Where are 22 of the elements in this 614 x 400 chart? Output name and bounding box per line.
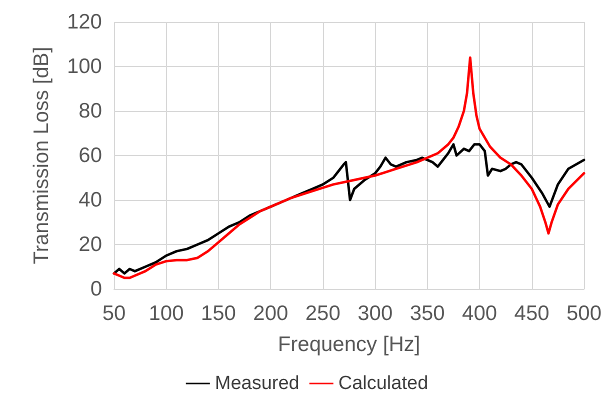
line-series [112, 56, 586, 280]
x-tick-label: 50 [102, 302, 126, 325]
y-tick-label: 100 [66, 55, 102, 78]
y-tick-label: 60 [78, 144, 102, 167]
y-tick-label: 20 [78, 233, 102, 256]
legend-label: Measured [214, 373, 300, 394]
x-tick-label: 200 [253, 302, 288, 325]
legend-label: Calculated [338, 373, 428, 394]
x-tick-label: 100 [148, 302, 184, 325]
x-tick-label: 500 [566, 302, 602, 325]
x-axis-title: Frequency [Hz] [278, 333, 420, 356]
y-tick-label: 40 [78, 188, 102, 212]
y-tick-label: 0 [90, 278, 102, 300]
x-tick-label: 150 [200, 302, 236, 325]
x-tick-label: 450 [514, 302, 550, 325]
y-axis-title: Transmission Loss [dB] [30, 46, 53, 264]
x-tick-label: 300 [358, 302, 393, 325]
y-tick-label: 80 [78, 100, 102, 122]
x-tick-label: 400 [462, 302, 498, 325]
x-tick-label: 250 [305, 302, 340, 325]
y-tick-label: 120 [66, 10, 102, 34]
x-tick-label: 350 [410, 302, 445, 325]
